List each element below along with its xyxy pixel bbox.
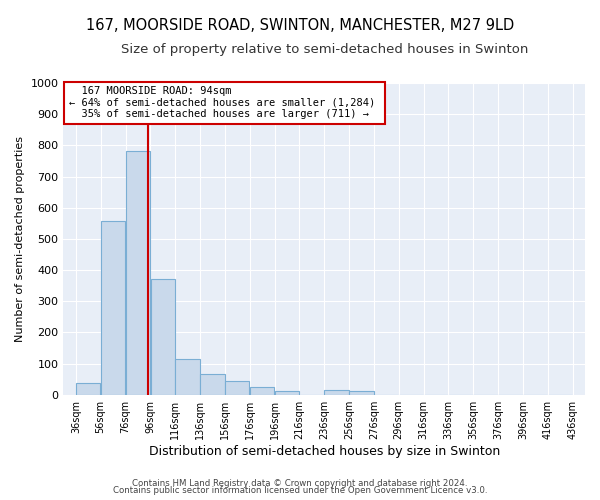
X-axis label: Distribution of semi-detached houses by size in Swinton: Distribution of semi-detached houses by … <box>149 444 500 458</box>
Bar <box>275 391 299 394</box>
Text: 167, MOORSIDE ROAD, SWINTON, MANCHESTER, M27 9LD: 167, MOORSIDE ROAD, SWINTON, MANCHESTER,… <box>86 18 514 32</box>
Text: Contains HM Land Registry data © Crown copyright and database right 2024.: Contains HM Land Registry data © Crown c… <box>132 478 468 488</box>
Bar <box>175 359 200 394</box>
Title: Size of property relative to semi-detached houses in Swinton: Size of property relative to semi-detach… <box>121 42 528 56</box>
Bar <box>126 150 150 394</box>
Y-axis label: Number of semi-detached properties: Number of semi-detached properties <box>15 136 25 342</box>
Text: Contains public sector information licensed under the Open Government Licence v3: Contains public sector information licen… <box>113 486 487 495</box>
Bar <box>325 390 349 394</box>
Bar <box>225 381 250 394</box>
Bar <box>151 280 175 394</box>
Bar <box>101 221 125 394</box>
Bar <box>250 387 274 394</box>
Text: 167 MOORSIDE ROAD: 94sqm  
← 64% of semi-detached houses are smaller (1,284)
  3: 167 MOORSIDE ROAD: 94sqm ← 64% of semi-d… <box>68 86 381 120</box>
Bar <box>349 391 374 394</box>
Bar <box>76 383 100 394</box>
Bar <box>200 374 224 394</box>
